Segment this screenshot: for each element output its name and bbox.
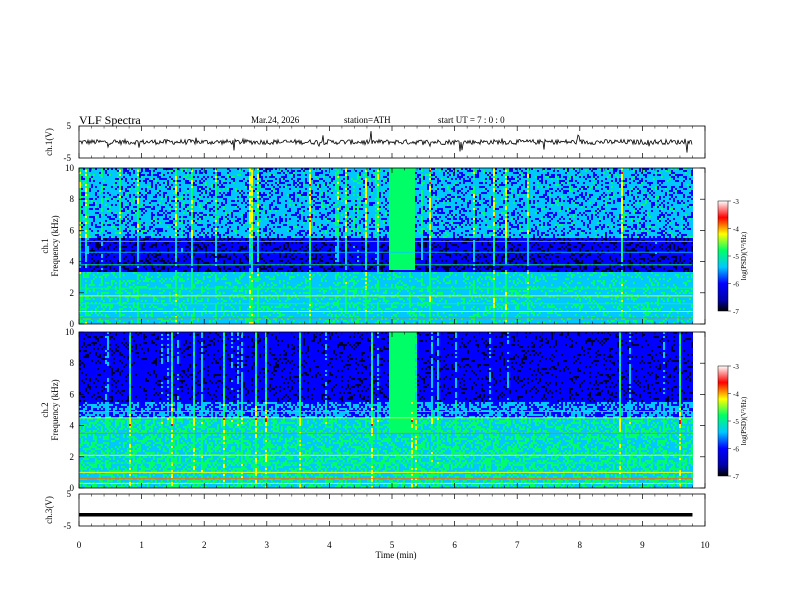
- x-tick-label: 6: [452, 540, 457, 550]
- colorbar-tick-label: -4: [733, 391, 739, 399]
- ch3-waveform-ylabel: ch.3(V): [44, 496, 54, 524]
- colorbar-tick-label: -5: [733, 418, 739, 426]
- y-tick-label: -5: [64, 521, 72, 531]
- y-tick-label: 5: [67, 121, 72, 131]
- x-tick-label: 3: [265, 540, 270, 550]
- ch1-spectrogram-panel: [79, 168, 705, 324]
- x-axis-label: Time (min): [376, 550, 417, 560]
- x-tick-label: 5: [390, 540, 395, 550]
- x-tick-label: 1: [139, 540, 144, 550]
- y-tick-label: -5: [64, 153, 72, 163]
- x-tick-label: 9: [640, 540, 645, 550]
- y-tick-label: 6: [70, 225, 75, 235]
- colorbar-tick-label: -6: [733, 281, 739, 289]
- x-tick-label: 2: [202, 540, 207, 550]
- ch2-spectrogram-ylabel-top: ch.2: [40, 402, 50, 417]
- x-tick-label: 8: [578, 540, 583, 550]
- ch1-colorbar-label: log(PSD)(V²/Hz): [740, 231, 748, 280]
- y-tick-label: 10: [65, 163, 75, 173]
- y-tick-label: 5: [67, 489, 72, 499]
- y-tick-label: 10: [65, 327, 75, 337]
- colorbar-tick-label: -4: [733, 226, 739, 234]
- colorbar-tick-label: -6: [733, 446, 739, 454]
- ch1-spectrogram-ylabel-bottom: Frequency (kHz): [50, 215, 60, 276]
- ch1-colorbar: -3 -4 -5 -6 -7 log(PSD)(V²/Hz): [718, 198, 748, 316]
- ch2-spectrogram-image: [79, 332, 693, 488]
- ch1-waveform-ylabel: ch.1(V): [44, 128, 54, 156]
- colorbar-tick-label: -3: [733, 363, 739, 371]
- colorbar-tick-label: -3: [733, 198, 739, 206]
- ch1-waveform-trace: [79, 131, 692, 153]
- colorbar-tick-label: -7: [733, 473, 739, 481]
- ch2-colorbar: -3 -4 -5 -6 -7 log(PSD)(V²/Hz): [718, 363, 748, 481]
- x-tick-label: 4: [327, 540, 332, 550]
- x-tick-label: 7: [515, 540, 520, 550]
- y-tick-label: 2: [70, 288, 75, 298]
- ch1-spectrogram-image: [79, 168, 693, 324]
- y-tick-label: 4: [70, 257, 75, 267]
- ch2-spectrogram-panel: [79, 332, 705, 488]
- ch1-waveform-line: [79, 131, 692, 153]
- x-tick-label: 0: [77, 540, 82, 550]
- ch2-colorbar-label: log(PSD)(V²/Hz): [740, 396, 748, 445]
- y-tick-label: 2: [70, 452, 75, 462]
- colorbar-tick-label: -7: [733, 308, 739, 316]
- y-tick-label: 6: [70, 389, 75, 399]
- ch1-spectrogram-ylabel-top: ch.1: [40, 238, 50, 253]
- x-tick-label: 10: [701, 540, 711, 550]
- colorbar-tick-label: -5: [733, 253, 739, 261]
- y-tick-label: 8: [70, 194, 75, 204]
- ch2-spectrogram-ylabel-bottom: Frequency (kHz): [50, 379, 60, 440]
- y-tick-label: 8: [70, 358, 75, 368]
- y-tick-label: 4: [70, 421, 75, 431]
